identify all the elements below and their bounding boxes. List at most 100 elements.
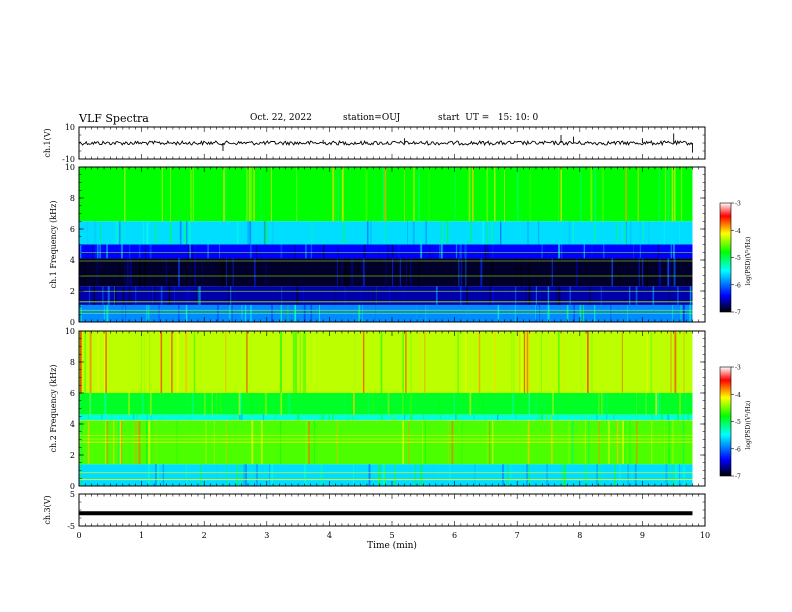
spectrogram-streak [160,414,163,421]
spectrogram-streak [404,167,405,222]
spectrogram-streak [124,167,126,222]
spectrogram-streak [143,331,145,393]
spectrogram-streak [394,464,396,486]
spectrogram-streak [337,244,339,259]
spectrogram-streak [384,221,385,245]
spectrogram-streak [624,221,627,245]
spectrogram-streak [526,331,529,393]
spectrogram-streak [465,258,467,287]
spectrogram-streak [179,221,182,245]
spectrogram-streak [157,464,160,486]
spectrogram-streak [84,331,86,393]
spectrogram-streak [671,167,673,222]
spectrogram-streak [658,167,660,222]
y-axis-label: ch.1 Frequency (kHz) [49,201,58,289]
spectrogram-streak [598,464,601,486]
spectrogram-streak [187,286,190,305]
y-tick-label: 10 [65,123,75,132]
spectrogram-streak [83,258,86,287]
spectrogram-streak [608,331,610,393]
spectrogram-streak [576,258,578,287]
spectrogram-streak [646,331,648,393]
spectrogram-streak [683,464,685,486]
spectrogram-streak [639,244,641,259]
spectrogram-streak [490,258,493,287]
spectrogram-streak [419,464,421,486]
spectrogram-streak [119,258,121,287]
spectrogram-streak [528,464,530,486]
x-tick-label: 9 [640,531,645,540]
x-tick-label: 10 [700,531,710,540]
spectrogram-streak [363,244,366,259]
spectrogram-streak [591,331,593,393]
x-axis-label: Time (min) [367,540,417,551]
y-tick-label: -5 [67,522,75,531]
spectrogram-streak [191,244,193,259]
spectrogram-streak [154,286,156,305]
spectrogram-streak [371,414,374,421]
spectrogram-streak [625,167,627,222]
spectrogram-streak [515,258,517,287]
spectrogram-streak [189,258,191,287]
spectrogram-streak [139,258,141,287]
y-tick-label: 8 [70,194,75,203]
spectrogram-streak [132,414,135,421]
spectrogram-streak [253,167,255,222]
spectrogram-streak [459,244,461,259]
spectrogram-streak [365,167,368,222]
spectrogram-streak [102,286,104,305]
spectrogram-streak [673,258,676,287]
spectrogram-streak [344,258,347,287]
spectrogram-streak [264,393,267,415]
spectrogram-streak [670,244,672,259]
x-tick-label: 4 [327,531,332,540]
spectrogram-streak [297,414,299,421]
spectrogram-streak [189,244,191,259]
spectrogram-streak [80,244,82,259]
spectrogram-streak [502,464,504,486]
spectrogram-streak [568,221,571,245]
spectrogram-streak [140,331,142,393]
spectrogram-streak [272,221,274,245]
spectrogram-streak [258,393,260,415]
spectrogram-streak [552,393,554,415]
spectrogram-streak [641,258,644,287]
spectrogram-streak [511,331,512,393]
spectrogram-streak [465,244,467,259]
spectrogram-streak [541,331,542,393]
spectrogram-streak [465,331,467,393]
spectrogram-streak [89,331,92,393]
spectrogram-streak [515,286,517,305]
y-tick-label: 8 [70,358,75,367]
spectrogram-streak [341,258,343,287]
spectrogram-streak [487,244,489,259]
spectrogram-streak [245,464,247,486]
spectrogram-streak [250,244,252,259]
spectrogram-streak [482,393,484,415]
spectrogram-streak [226,258,227,287]
y-tick-label: 0 [70,482,75,491]
spectrogram-streak [145,244,147,259]
spectrogram-streak [108,221,111,245]
spectrogram-streak [238,393,241,415]
spectrogram-streak [613,414,615,421]
spectrogram-streak [639,464,641,486]
spectrogram-streak [454,167,457,222]
spectrogram-streak [299,331,301,393]
spectrogram-streak [601,414,603,421]
spectrogram-streak [249,221,252,245]
spectrogram-streak [93,286,95,305]
spectrogram-streak [166,258,169,287]
y-tick-label: 4 [70,256,75,265]
spectrogram-streak [275,414,276,421]
spectrogram-streak [189,414,191,421]
spectrogram-streak [412,221,414,245]
spectrogram-streak [563,464,566,486]
spectrogram-streak [106,244,108,259]
spectrogram-streak [311,221,313,245]
spectrogram-streak [344,286,346,305]
spectrogram-streak [650,331,652,393]
spectrogram-streak [353,393,355,415]
spectrogram-streak [347,414,349,421]
